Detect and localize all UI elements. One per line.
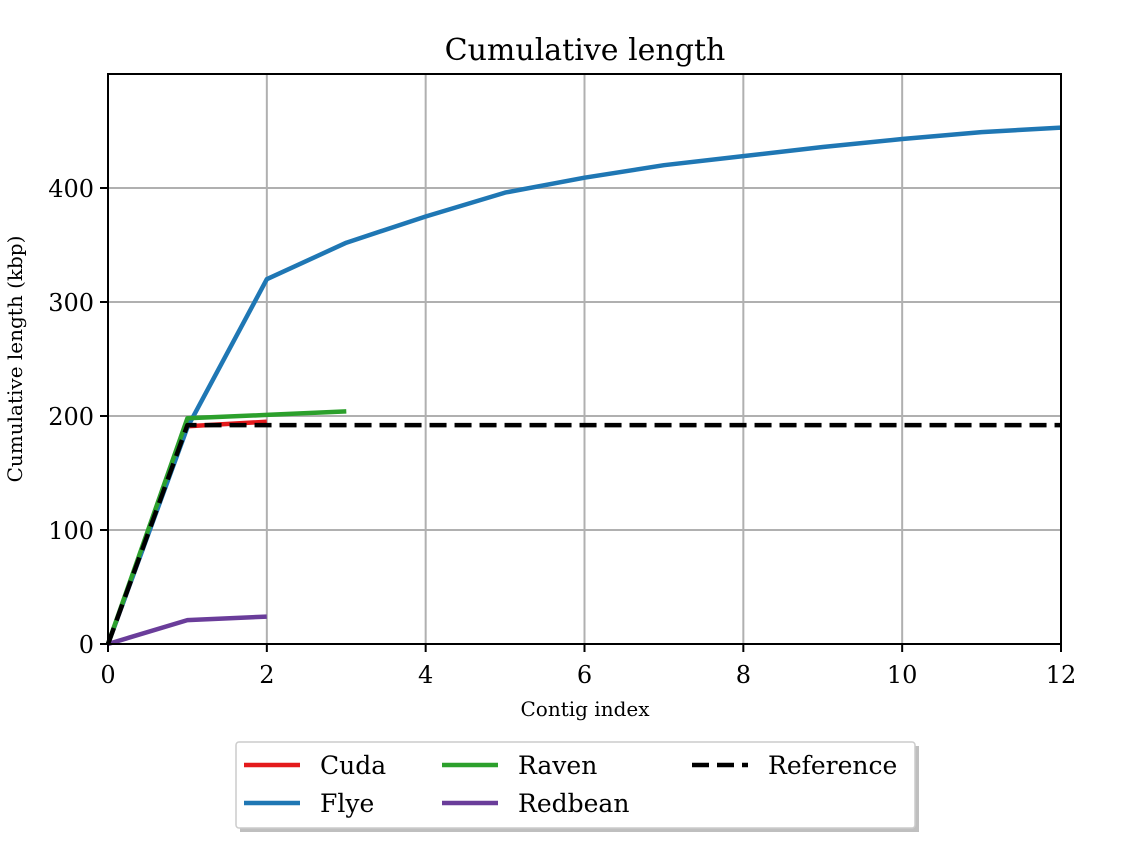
y-tick-label: 300 [48,289,94,317]
legend-label-raven: Raven [518,751,597,780]
x-tick-label: 2 [259,661,274,689]
series-line-reference [105,422,1061,645]
series-lines [105,125,1062,647]
series-line-raven [105,409,347,645]
x-tick-label: 0 [100,661,115,689]
series-line-cuda [105,419,267,645]
y-tick-label: 200 [48,403,94,431]
y-axis-label: Cumulative length (kbp) [3,236,27,483]
legend: Cuda Flye Raven Redbean Reference [235,741,919,832]
legend-label-reference: Reference [768,751,897,780]
x-tick-label: 4 [418,661,433,689]
y-tick-label: 400 [48,175,94,203]
series-line-flye [105,125,1062,645]
x-tick-label: 8 [736,661,751,689]
y-axis: 0 100 200 300 400 [48,175,108,659]
grid [107,74,1062,645]
y-tick-label: 0 [79,631,94,659]
x-axis: 0 2 4 6 8 10 12 [100,644,1076,689]
chart-title: Cumulative length [445,33,726,68]
x-tick-label: 10 [887,661,918,689]
series-line-redbean [107,614,267,647]
y-tick-label: 100 [48,517,94,545]
legend-label-redbean: Redbean [518,789,629,818]
x-axis-label: Contig index [520,697,650,721]
x-tick-label: 6 [577,661,592,689]
legend-label-flye: Flye [320,789,374,818]
legend-label-cuda: Cuda [320,751,386,780]
x-tick-label: 12 [1046,661,1077,689]
